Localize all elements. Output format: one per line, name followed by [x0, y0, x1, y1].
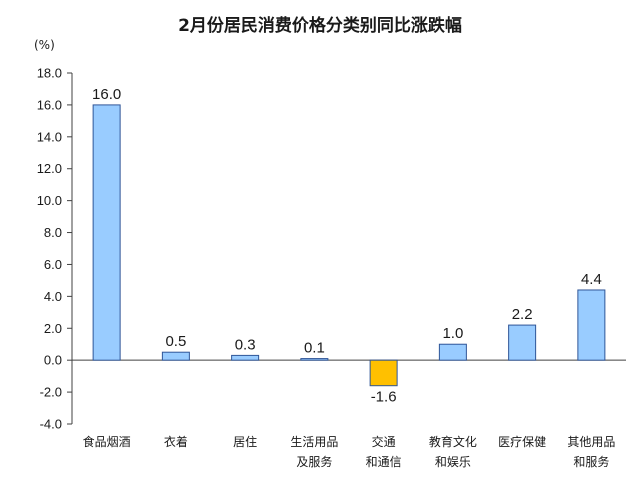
data-label: -1.6 [371, 389, 397, 406]
y-axis-unit: (%) [34, 38, 55, 52]
y-tick-label: 4.0 [44, 289, 62, 304]
bar [369, 359, 398, 387]
y-tick-label: -2.0 [40, 385, 62, 400]
x-tick-label: 其他用品 [567, 435, 615, 449]
y-tick-label: -4.0 [40, 417, 62, 432]
data-label: 1.0 [442, 325, 463, 342]
x-tick-label: 和服务 [573, 454, 609, 469]
x-tick-label: 医疗保健 [498, 435, 546, 449]
x-tick-label: 教育文化 [429, 434, 477, 449]
y-tick-label: 12.0 [37, 161, 62, 176]
y-tick-label: 18.0 [37, 66, 62, 81]
x-tick-label: 交通 [372, 434, 396, 449]
bar [161, 351, 190, 361]
y-tick-label: 2.0 [44, 321, 62, 336]
bar [231, 354, 260, 361]
bar [92, 104, 121, 361]
y-tick-label: 8.0 [44, 225, 62, 240]
bar [300, 358, 329, 361]
chart-title: 2月份居民消费价格分类别同比涨跌幅 [178, 16, 462, 36]
y-tick-label: 16.0 [37, 97, 62, 112]
y-tick-label: 0.0 [44, 353, 62, 368]
y-tick-label: 14.0 [37, 129, 62, 144]
data-label: 0.1 [304, 340, 325, 357]
y-tick-label: 6.0 [44, 257, 62, 272]
data-label: 0.5 [165, 333, 186, 350]
x-tick-label: 及服务 [296, 454, 332, 469]
data-label: 0.3 [235, 336, 256, 353]
data-label: 2.2 [512, 306, 533, 323]
bar [508, 324, 537, 361]
x-tick-label: 生活用品 [290, 435, 338, 449]
data-label: 16.0 [92, 86, 121, 103]
bar [577, 289, 606, 361]
x-tick-label: 居住 [233, 435, 257, 449]
bar [438, 343, 467, 361]
data-label: 4.4 [581, 271, 602, 288]
x-tick-label: 和娱乐 [435, 455, 471, 469]
x-tick-label: 衣着 [164, 434, 188, 449]
x-tick-label: 和通信 [366, 455, 402, 469]
x-tick-label: 食品烟酒 [83, 434, 131, 449]
y-tick-label: 10.0 [37, 193, 62, 208]
